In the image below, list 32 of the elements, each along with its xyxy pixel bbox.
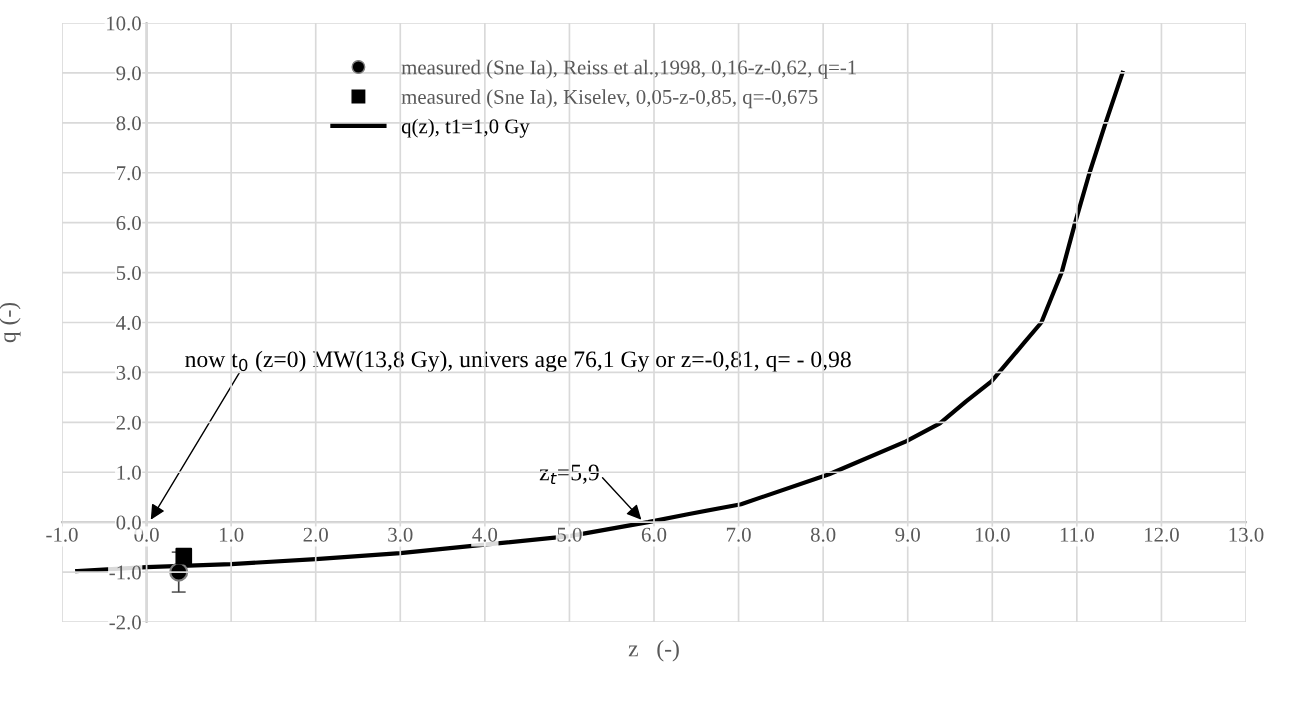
x-tick-label: 8.0 [810, 527, 836, 542]
x-tick-label: 13.0 [1229, 527, 1264, 542]
x-tick-label: 11.0 [1060, 527, 1094, 542]
y-tick-label: 6.0 [116, 216, 141, 231]
y-tick-label: 1.0 [117, 465, 141, 480]
x-tick-label: 4.0 [472, 527, 498, 542]
x-tick-label: 3.0 [388, 527, 413, 542]
legend-label: measured (Sne Ia), Reiss et al.,1998, 0,16-z-0,62, q=-1 [401, 59, 856, 79]
x-tick-label: 7.0 [726, 527, 751, 542]
x-tick-label: 10.0 [975, 527, 1010, 542]
y-tick-label: 5.0 [116, 265, 141, 281]
x-axis-title: z (-) [628, 639, 679, 662]
y-tick-label: -2.0 [109, 615, 141, 630]
x-tick-label: 2.0 [303, 527, 328, 542]
y-tick-label: 10.0 [107, 16, 141, 31]
annotation: now t$_{0}$ (z=0) MW(13,8 Gy), univers age 76,1 Gy or z=-0,81, q= - 0,98 [185, 350, 851, 373]
x-tick-label: 1.0 [219, 527, 244, 542]
x-tick-label: 9.0 [895, 527, 920, 542]
y-axis-title: q (-) [0, 302, 21, 343]
y-tick-label: 8.0 [116, 116, 141, 131]
x-tick-label: -1.0 [46, 527, 78, 542]
legend-label: q(z), t1=1,0 Gy [401, 118, 530, 138]
y-tick-label: 9.0 [116, 66, 141, 81]
y-tick-label: 4.0 [116, 315, 141, 331]
y-tick-label: -1.0 [109, 565, 141, 580]
y-tick-label: 7.0 [117, 166, 141, 181]
y-tick-label: 2.0 [116, 415, 141, 430]
x-tick-label: 5.0 [557, 527, 582, 542]
legend-label: measured (Sne Ia), Kiselev, 0,05-z-0,85, q=-0,675 [401, 89, 818, 109]
y-tick-label: 3.0 [116, 365, 141, 380]
x-tick-label: 6.0 [641, 527, 667, 542]
x-tick-label: 12.0 [1145, 527, 1179, 542]
